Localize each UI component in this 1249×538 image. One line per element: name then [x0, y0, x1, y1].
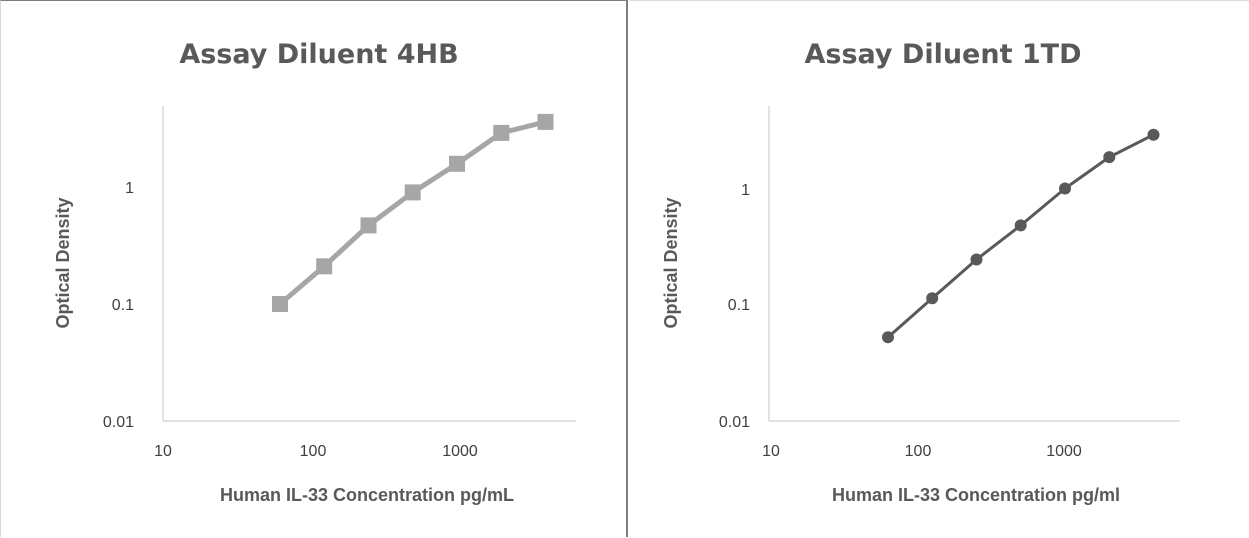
chart-title: Assay Diluent 4HB — [179, 39, 458, 70]
x-tick-labels: 10 100 1000 — [762, 443, 1082, 460]
chart-panel-4hb: Assay Diluent 4HB Optical Density Human … — [0, 0, 628, 537]
x-tick-label: 10 — [154, 443, 172, 460]
y-tick-label: 0.1 — [728, 297, 750, 314]
chart-title: Assay Diluent 1TD — [804, 39, 1081, 70]
data-point — [360, 217, 377, 234]
series-line — [886, 133, 1155, 339]
data-point — [1014, 219, 1027, 232]
x-tick-label: 100 — [300, 443, 327, 460]
series-group — [882, 128, 1160, 344]
y-tick-label: 1 — [741, 182, 750, 199]
chart-panel-1td: Assay Diluent 1TD Optical Density Human … — [630, 0, 1249, 537]
data-point — [272, 296, 288, 312]
data-point — [1059, 182, 1071, 195]
data-point — [970, 253, 983, 266]
data-point — [316, 258, 333, 275]
x-tick-label: 100 — [905, 443, 932, 460]
chart-svg-4hb: Assay Diluent 4HB Optical Density Human … — [53, 39, 576, 505]
data-point — [1103, 151, 1116, 164]
y-tick-labels: 0.01 0.1 1 — [103, 180, 134, 431]
y-tick-label: 0.01 — [719, 414, 750, 431]
x-tick-label: 1000 — [1046, 443, 1082, 460]
series-group — [272, 113, 554, 312]
y-axis-title: Optical Density — [661, 197, 681, 328]
y-tick-label: 1 — [125, 180, 134, 197]
data-point — [449, 155, 465, 172]
x-tick-label: 1000 — [442, 443, 478, 460]
chart-svg-1td: Assay Diluent 1TD Optical Density Human … — [661, 39, 1180, 505]
data-point — [882, 331, 894, 344]
x-axis-title: Human IL-33 Concentration pg/ml — [832, 485, 1120, 505]
x-tick-label: 10 — [762, 443, 780, 460]
data-point — [926, 292, 939, 305]
x-axis-title: Human IL-33 Concentration pg/mL — [220, 485, 514, 505]
data-point — [404, 184, 421, 201]
y-tick-label: 0.1 — [112, 297, 134, 314]
y-axis-title: Optical Density — [53, 197, 73, 328]
data-point — [1147, 128, 1160, 141]
data-point — [537, 113, 554, 130]
data-point — [493, 124, 510, 141]
x-tick-labels: 10 100 1000 — [154, 443, 478, 460]
series-line — [277, 119, 548, 307]
y-tick-labels: 0.01 0.1 1 — [719, 182, 750, 431]
y-tick-label: 0.01 — [103, 414, 134, 431]
